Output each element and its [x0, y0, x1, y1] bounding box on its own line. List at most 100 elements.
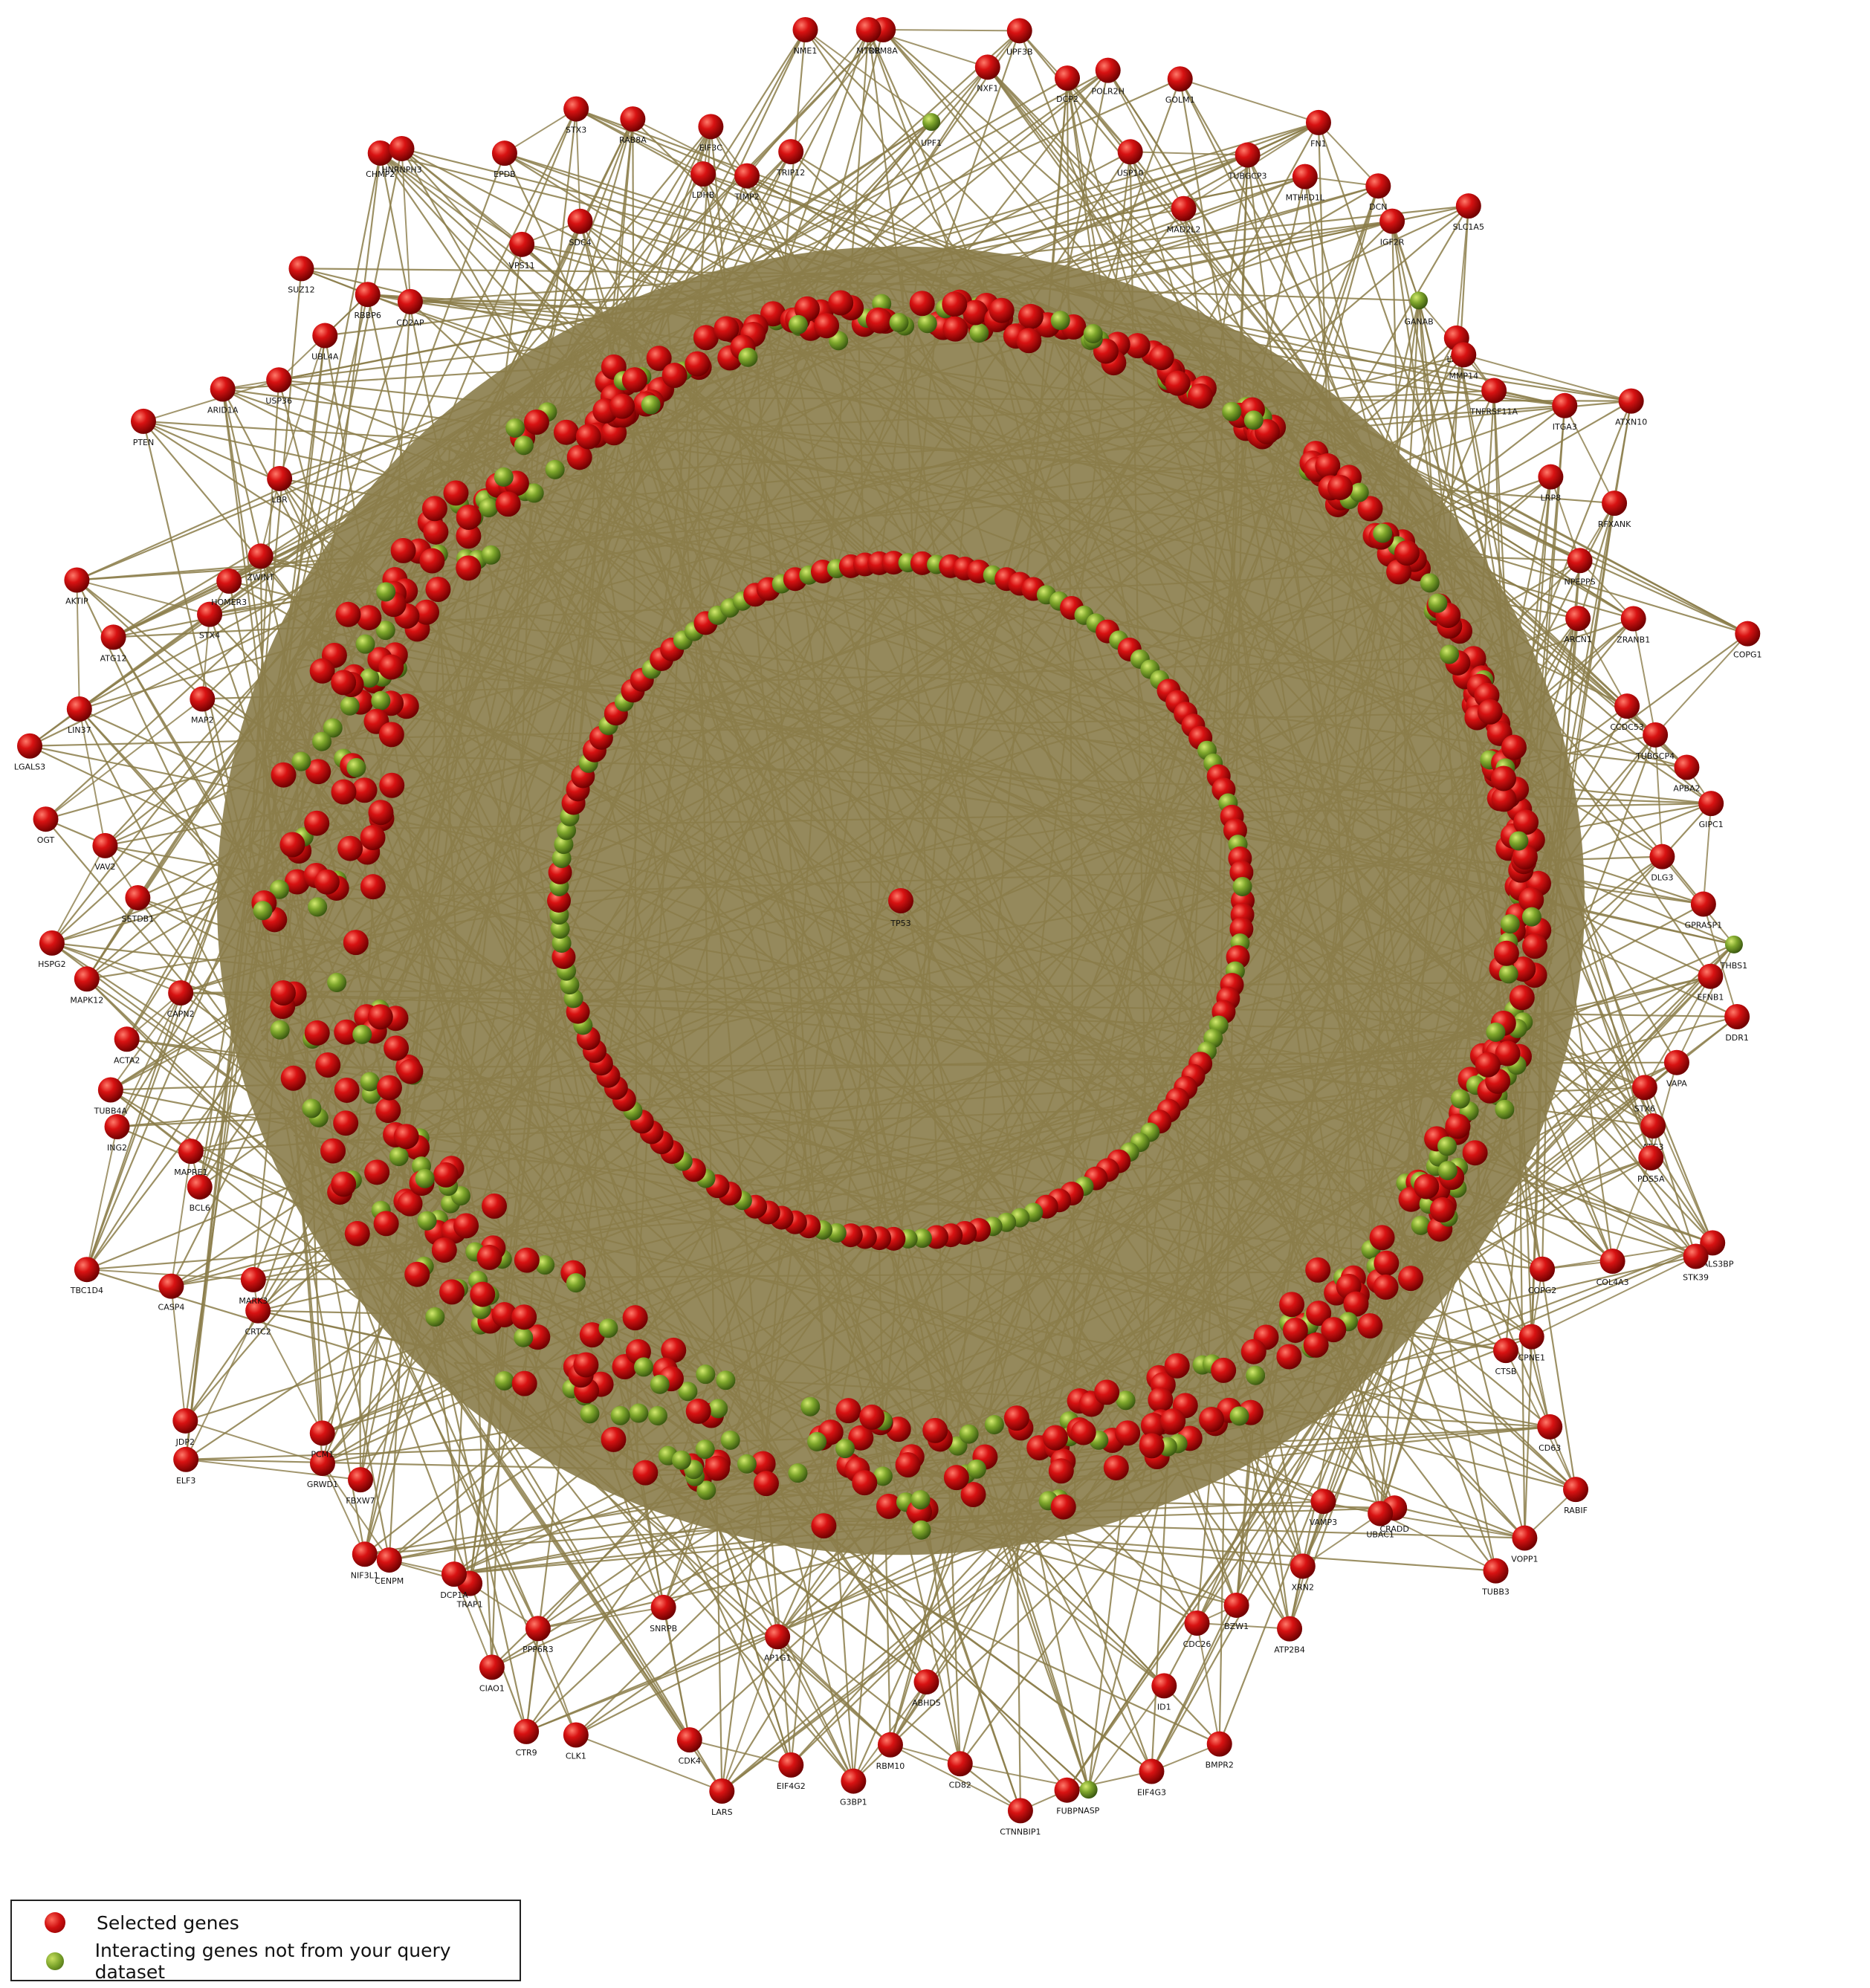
interacting-gene-node[interactable] — [371, 690, 391, 710]
selected-gene-node[interactable] — [1357, 1312, 1383, 1338]
selected-gene-node[interactable] — [1455, 193, 1481, 219]
selected-gene-node[interactable] — [690, 161, 716, 187]
selected-gene-node[interactable] — [375, 1098, 401, 1124]
selected-gene-node[interactable] — [344, 1220, 370, 1246]
selected-gene-node[interactable] — [304, 810, 330, 836]
interacting-gene-node[interactable] — [1079, 1781, 1098, 1799]
selected-gene-node[interactable] — [1698, 791, 1724, 817]
interacting-gene-node[interactable] — [922, 113, 941, 132]
selected-gene-node[interactable] — [960, 1482, 986, 1508]
selected-gene-node[interactable] — [378, 722, 404, 748]
selected-gene-node[interactable] — [476, 1244, 502, 1270]
selected-gene-node[interactable] — [942, 291, 968, 317]
selected-gene-node[interactable] — [753, 1471, 779, 1497]
selected-gene-node[interactable] — [309, 1420, 335, 1446]
selected-gene-node[interactable] — [1638, 1144, 1664, 1171]
selected-gene-node[interactable] — [331, 670, 357, 696]
interacting-gene-node[interactable] — [327, 973, 347, 993]
selected-gene-node[interactable] — [709, 1778, 735, 1804]
interacting-gene-node[interactable] — [505, 418, 525, 438]
selected-gene-node[interactable] — [1631, 1075, 1657, 1101]
interacting-gene-node[interactable] — [708, 1399, 728, 1419]
interacting-gene-node[interactable] — [1116, 1390, 1136, 1411]
selected-gene-node[interactable] — [1140, 1412, 1166, 1438]
selected-gene-node[interactable] — [315, 1052, 341, 1078]
selected-gene-node[interactable] — [1509, 985, 1535, 1011]
interacting-gene-node[interactable] — [346, 757, 366, 777]
interacting-gene-node[interactable] — [788, 314, 808, 334]
selected-gene-node[interactable] — [1522, 933, 1548, 959]
selected-gene-node[interactable] — [491, 140, 517, 166]
selected-gene-node[interactable] — [352, 1541, 378, 1567]
interacting-gene-node[interactable] — [550, 919, 570, 939]
selected-gene-node[interactable] — [1050, 1494, 1076, 1520]
selected-gene-node[interactable] — [479, 1654, 505, 1680]
selected-gene-node[interactable] — [1614, 693, 1640, 719]
interacting-gene-node[interactable] — [360, 1072, 380, 1092]
selected-gene-node[interactable] — [337, 835, 363, 861]
selected-gene-node[interactable] — [909, 291, 935, 317]
interacting-gene-node[interactable] — [308, 897, 328, 917]
selected-gene-node[interactable] — [895, 1451, 921, 1477]
interacting-gene-node[interactable] — [1411, 1215, 1431, 1235]
selected-gene-node[interactable] — [1640, 1113, 1666, 1139]
selected-gene-node[interactable] — [814, 313, 840, 339]
selected-gene-node[interactable] — [859, 1404, 885, 1430]
selected-gene-node[interactable] — [333, 1110, 359, 1136]
selected-gene-node[interactable] — [685, 1398, 711, 1424]
selected-gene-node[interactable] — [547, 889, 571, 913]
selected-gene-node[interactable] — [397, 288, 423, 314]
selected-gene-node[interactable] — [312, 323, 338, 349]
selected-gene-node[interactable] — [760, 301, 786, 327]
selected-gene-node[interactable] — [334, 1019, 360, 1045]
selected-gene-node[interactable] — [367, 140, 393, 166]
selected-gene-node[interactable] — [1495, 1040, 1521, 1066]
selected-gene-node[interactable] — [1513, 809, 1539, 835]
selected-gene-node[interactable] — [1700, 1230, 1726, 1256]
selected-gene-node[interactable] — [579, 1322, 605, 1348]
selected-gene-node[interactable] — [841, 1768, 867, 1794]
selected-gene-node[interactable] — [1357, 496, 1383, 522]
selected-gene-node[interactable] — [1211, 1357, 1237, 1383]
interacting-gene-node[interactable] — [479, 498, 499, 518]
selected-gene-node[interactable] — [470, 1281, 496, 1307]
selected-gene-node[interactable] — [453, 1213, 479, 1239]
selected-gene-node[interactable] — [876, 1493, 902, 1519]
selected-gene-node[interactable] — [1094, 1379, 1120, 1405]
interacting-gene-node[interactable] — [1521, 907, 1541, 927]
selected-gene-node[interactable] — [1276, 1344, 1302, 1370]
interacting-gene-node[interactable] — [807, 1431, 827, 1451]
selected-gene-node[interactable] — [1292, 163, 1318, 190]
selected-gene-node[interactable] — [676, 1727, 702, 1753]
interacting-gene-node[interactable] — [425, 1307, 445, 1327]
selected-gene-node[interactable] — [1125, 333, 1151, 359]
selected-gene-node[interactable] — [1160, 1408, 1186, 1434]
interacting-gene-node[interactable] — [1050, 311, 1070, 331]
selected-gene-node[interactable] — [1070, 1419, 1096, 1445]
selected-gene-node[interactable] — [974, 54, 1000, 80]
selected-gene-node[interactable] — [348, 1467, 374, 1493]
selected-gene-node[interactable] — [855, 17, 881, 42]
selected-gene-node[interactable] — [190, 686, 216, 712]
selected-gene-node[interactable] — [197, 601, 223, 627]
selected-gene-node[interactable] — [1048, 1458, 1074, 1484]
hub-gene-node[interactable] — [888, 888, 913, 913]
selected-gene-node[interactable] — [1481, 378, 1507, 404]
interacting-gene-node[interactable] — [323, 718, 343, 738]
selected-gene-node[interactable] — [1148, 1387, 1174, 1413]
selected-gene-node[interactable] — [1475, 1052, 1501, 1078]
selected-gene-node[interactable] — [1165, 370, 1191, 396]
interacting-gene-node[interactable] — [695, 1440, 715, 1460]
interacting-gene-node[interactable] — [917, 314, 937, 334]
selected-gene-node[interactable] — [511, 1370, 537, 1396]
selected-gene-node[interactable] — [1306, 1301, 1332, 1327]
selected-gene-node[interactable] — [1565, 606, 1591, 632]
interacting-gene-node[interactable] — [291, 751, 311, 771]
selected-gene-node[interactable] — [734, 163, 760, 189]
selected-gene-node[interactable] — [280, 1065, 306, 1091]
selected-gene-node[interactable] — [828, 290, 854, 316]
selected-gene-node[interactable] — [661, 363, 688, 389]
selected-gene-node[interactable] — [1552, 392, 1578, 418]
selected-gene-node[interactable] — [1373, 1274, 1399, 1300]
interacting-gene-node[interactable] — [514, 436, 534, 456]
